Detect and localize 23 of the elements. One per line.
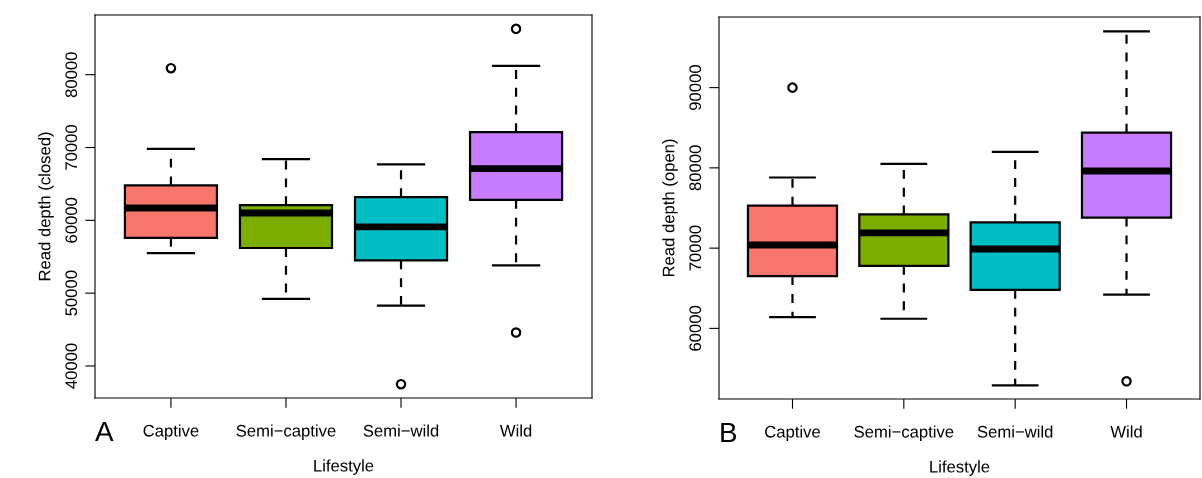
x-axis-title: Lifestyle bbox=[314, 459, 374, 475]
x-tick-label: Captive bbox=[765, 425, 820, 441]
y-tick-label: 60000 bbox=[689, 305, 702, 351]
y-tick-label: 70000 bbox=[65, 125, 78, 170]
y-tick-label: 40000 bbox=[65, 343, 78, 389]
x-tick-label: Semi−captive bbox=[236, 424, 336, 440]
y-tick-label: 50000 bbox=[65, 270, 78, 316]
y-tick-label: 80000 bbox=[65, 52, 78, 98]
x-tick-label: Semi−wild bbox=[363, 424, 439, 437]
x-tick-label: Captive bbox=[143, 424, 199, 440]
text: B bbox=[721, 422, 737, 443]
x-axis-title: Lifestyle bbox=[930, 460, 990, 476]
y-tick-label: 70000 bbox=[689, 225, 702, 271]
y-axis-title: Read depth (closed) bbox=[38, 132, 54, 281]
y-tick-label: 80000 bbox=[689, 145, 702, 191]
text: A bbox=[95, 422, 114, 442]
x-tick-label: Semi−captive bbox=[854, 425, 954, 441]
y-tick-label: 90000 bbox=[689, 65, 702, 111]
y-axis-title: Read depth (open) bbox=[662, 139, 678, 277]
x-tick-label: Wild bbox=[1110, 425, 1142, 438]
x-tick-label: Semi−wild bbox=[977, 425, 1053, 438]
y-tick-label: 60000 bbox=[65, 197, 78, 243]
x-tick-label: Wild bbox=[499, 424, 532, 437]
